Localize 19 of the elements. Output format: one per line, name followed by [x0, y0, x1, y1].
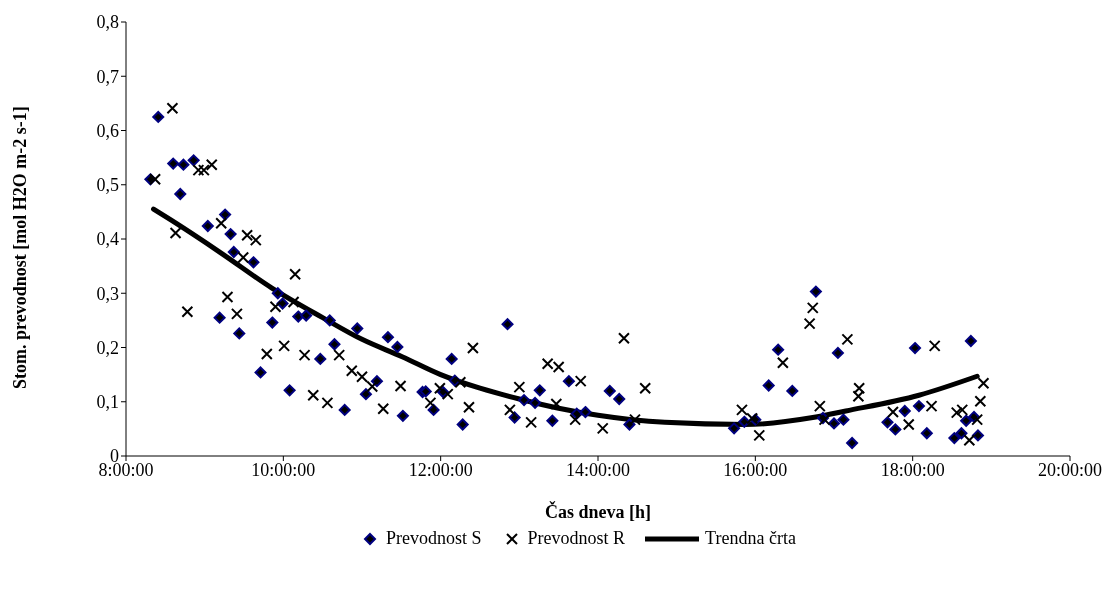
x-axis-title: Čas dneva [h]	[544, 501, 652, 522]
x-tick-label: 18:00:00	[880, 459, 945, 480]
y-tick-label: 0,4	[96, 229, 119, 250]
x-tick-label: 12:00:00	[408, 459, 473, 480]
y-tick-label: 0,7	[96, 66, 119, 87]
y-tick-label: 0,1	[96, 392, 119, 413]
x-tick-label: 20:00:00	[1037, 459, 1103, 480]
y-tick-label: 0,6	[96, 120, 119, 141]
y-tick-label: 0,3	[96, 283, 119, 304]
x-tick-label: 10:00:00	[251, 459, 316, 480]
y-tick-label: 0,8	[96, 12, 119, 33]
legend-label: Prevodnost R	[527, 528, 626, 549]
x-tick-label: 14:00:00	[565, 459, 631, 480]
y-axis-title: Stom. prevodnost [mol H2O m-2 s-1]	[10, 106, 31, 389]
legend-label: Prevodnost S	[386, 528, 482, 549]
y-tick-label: 0,5	[96, 175, 119, 196]
legend-label: Trendna črta	[705, 528, 796, 549]
x-tick-label: 16:00:00	[723, 459, 788, 480]
y-tick-label: 0,2	[96, 337, 119, 358]
